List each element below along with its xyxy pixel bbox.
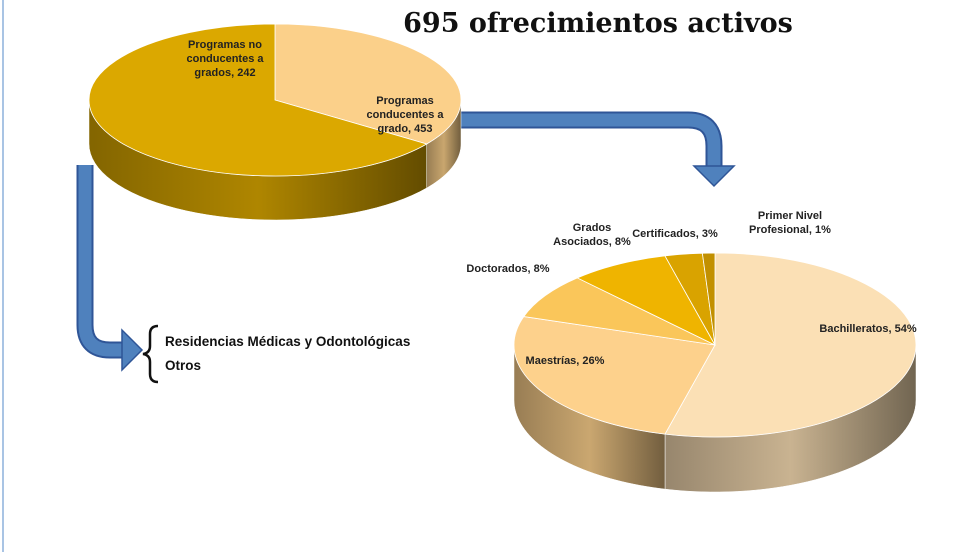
slice-label: Doctorados, 8% [466, 263, 550, 275]
pie-slice [88, 23, 428, 177]
slice-label: Programas conducentes a grado, 453 [366, 95, 444, 135]
brace [142, 324, 159, 384]
arrow-down-right [76, 165, 144, 372]
slice-label: Primer Nivel Profesional, 1% [749, 210, 831, 236]
pie-slice [664, 252, 917, 438]
pie-slice [513, 316, 716, 435]
slice-label: Programas no conducentes a grados, 242 [186, 39, 264, 79]
title: 695 ofrecimientos activos [403, 8, 793, 39]
pie-slice [274, 23, 462, 145]
slice-label: Maestrías, 26% [525, 355, 605, 367]
slice-label: Certificados, 3% [632, 228, 718, 240]
note: Residencias Médicas y Odontológicas [165, 334, 411, 349]
pie-slice [523, 277, 716, 346]
pie-slice [576, 255, 716, 346]
slice-label: Grados Asociados, 8% [553, 222, 631, 248]
pie-slice [701, 252, 716, 346]
arrow-right-down [460, 111, 736, 188]
slice-label: Bachilleratos, 54% [819, 323, 917, 335]
note: Otros [165, 358, 202, 373]
